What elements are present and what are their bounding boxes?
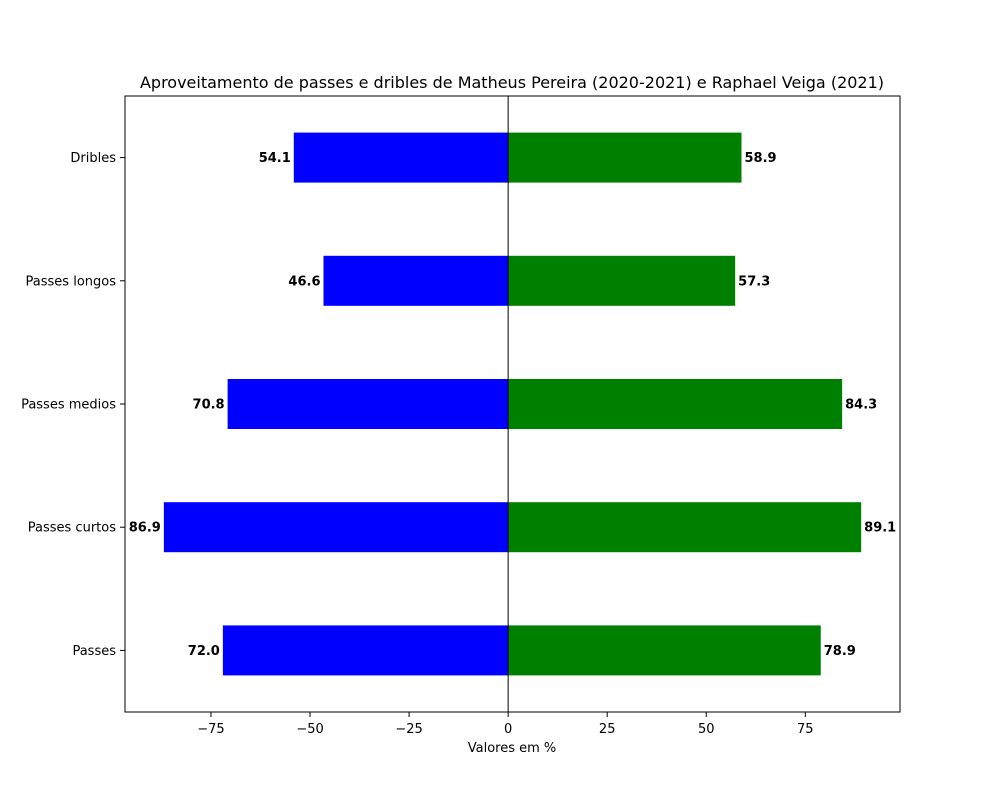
bar-series1-passes xyxy=(222,625,509,676)
y-tick-label: Passes xyxy=(72,644,116,659)
bar-series2-dribles xyxy=(508,132,742,183)
bar-series1-dribles xyxy=(293,132,509,183)
data-label: 84.3 xyxy=(845,398,877,413)
y-axis-ticks: Passes Passes curtos Passes medios Passes l… xyxy=(21,151,125,659)
data-label: 46.6 xyxy=(288,274,320,289)
data-label: 54.1 xyxy=(259,151,291,166)
x-tick-label: 25 xyxy=(599,722,616,737)
data-label: 70.8 xyxy=(193,398,225,413)
bar-series2-passes-longos xyxy=(508,255,736,306)
data-label: 78.9 xyxy=(824,644,856,659)
y-tick-label: Dribles xyxy=(70,151,116,166)
x-tick-label: 50 xyxy=(698,722,715,737)
x-tick-label: −75 xyxy=(197,722,224,737)
data-label: 89.1 xyxy=(864,521,896,536)
chart-title: Aproveitamento de passes e dribles de Ma… xyxy=(140,73,884,92)
data-label: 57.3 xyxy=(738,274,770,289)
x-tick-label: −50 xyxy=(296,722,323,737)
x-axis-ticks: −75 −50 −25 0 25 50 75 xyxy=(197,712,814,737)
y-tick-label: Passes curtos xyxy=(28,521,116,536)
x-tick-label: 0 xyxy=(504,722,512,737)
x-tick-label: −25 xyxy=(395,722,422,737)
data-labels-layer: 72.0 86.9 70.8 46.6 54.1 78.9 89.1 84.3 57.3 58.9 xyxy=(129,151,896,659)
y-tick-label: Passes medios xyxy=(21,398,116,413)
y-tick-label: Passes longos xyxy=(26,274,117,289)
bar-series1-passes-medios xyxy=(227,379,509,429)
x-axis-label: Valores em % xyxy=(468,741,557,756)
bar-series2-passes-medios xyxy=(508,379,843,429)
bars-layer xyxy=(163,132,862,676)
x-tick-label: 75 xyxy=(797,722,814,737)
bar-series2-passes xyxy=(508,625,821,676)
bar-series1-passes-longos xyxy=(323,255,509,306)
bar-series2-passes-curtos xyxy=(508,502,862,553)
data-label: 58.9 xyxy=(745,151,777,166)
bar-series1-passes-curtos xyxy=(163,502,509,553)
data-label: 86.9 xyxy=(129,521,161,536)
data-label: 72.0 xyxy=(188,644,220,659)
